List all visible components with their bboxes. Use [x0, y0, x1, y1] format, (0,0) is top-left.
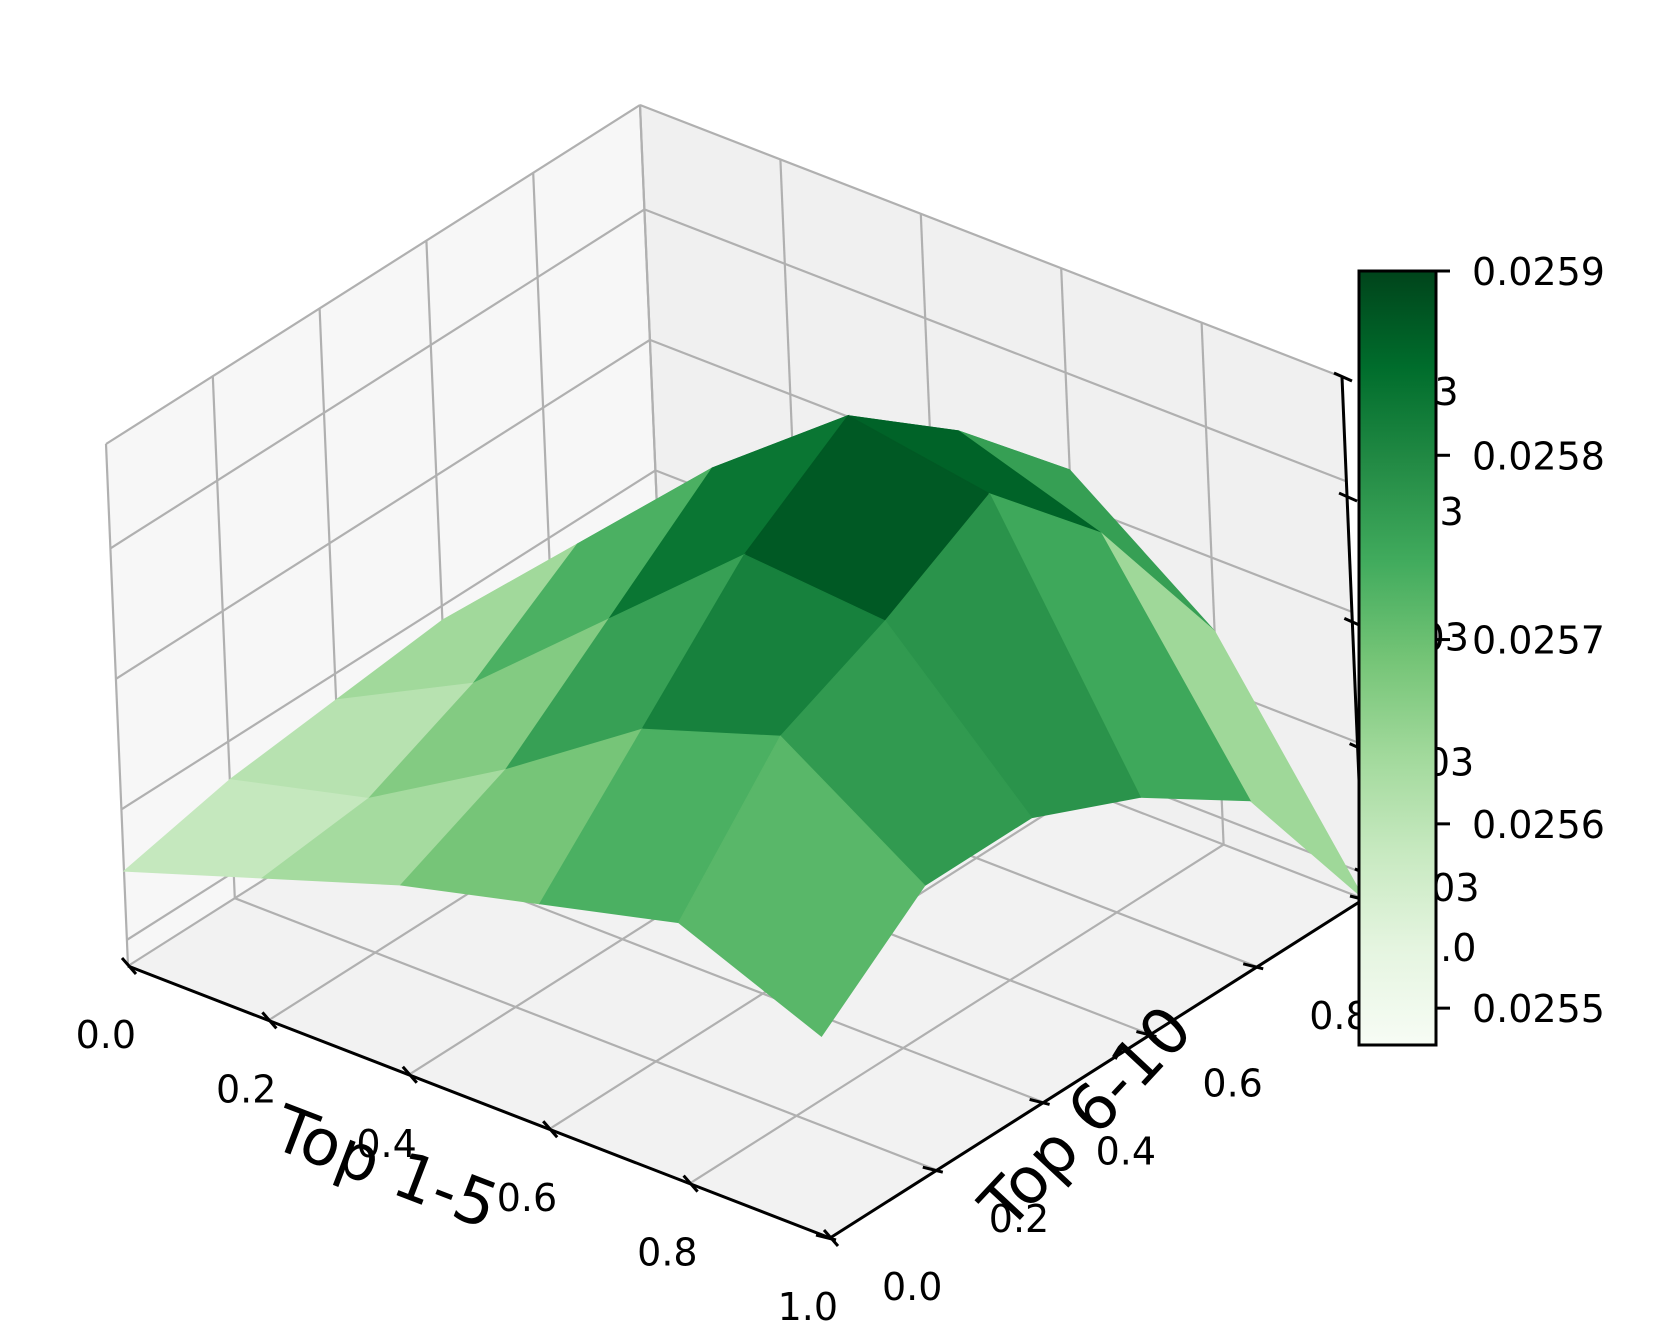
- x-tick: [682, 1174, 699, 1193]
- y-tick-label: 0.2: [989, 1197, 1049, 1241]
- y-tick: [815, 1233, 837, 1242]
- colorbar: 0.0255 0.0256 0.0257 0.0258 0.0259: [1357, 250, 1605, 1047]
- x-tick-label: 0.4: [356, 1122, 416, 1166]
- y-tick-label: 0.0: [882, 1265, 942, 1309]
- x-tick-label: 0.6: [497, 1176, 557, 1220]
- x-tick: [401, 1065, 418, 1084]
- y-tick: [922, 1165, 944, 1174]
- y-tick: [1242, 962, 1264, 971]
- floor-grid-x: [689, 843, 1225, 1185]
- back-grid-z: [639, 103, 1343, 379]
- colorbar-tick-label: 0.0257: [1472, 619, 1605, 663]
- left-grid-z: [115, 338, 651, 680]
- left-grid-z: [120, 469, 656, 811]
- back-grid-z: [644, 208, 1347, 483]
- left-grid-z: [105, 104, 641, 445]
- x-tick: [542, 1120, 559, 1139]
- floor-grid-y: [234, 897, 938, 1172]
- x-axis-line: [127, 964, 831, 1240]
- x-axis-title: Top 1-5: [263, 1092, 508, 1245]
- surface-facet: [677, 735, 926, 1038]
- x-tick-label: 1.0: [778, 1285, 838, 1329]
- x-tick: [261, 1011, 278, 1030]
- y-tick-label: 0.4: [1096, 1129, 1156, 1173]
- x-tick: [120, 957, 138, 975]
- y-axis-line: [829, 897, 1365, 1240]
- z-tick: [1333, 371, 1353, 383]
- y-tick: [1136, 1030, 1157, 1039]
- x-tick-label: 0.0: [76, 1013, 136, 1057]
- colorbar-tick-label: 0.0256: [1472, 803, 1605, 847]
- y-tick-label: 0.6: [1202, 1062, 1262, 1106]
- colorbar-tick-label: 0.0255: [1472, 987, 1605, 1031]
- colorbar-gradient: [1357, 269, 1438, 1047]
- colorbar-tick-label: 0.0258: [1472, 434, 1605, 478]
- left-grid-z: [109, 208, 645, 550]
- y-tick: [1029, 1097, 1050, 1106]
- colorbar-ticks: 0.0255 0.0256 0.0257 0.0258 0.0259: [1436, 250, 1605, 1031]
- z-tick: [1338, 491, 1358, 503]
- x-tick-label: 0.2: [216, 1067, 276, 1111]
- colorbar-tick-label: 0.0259: [1472, 250, 1605, 294]
- x-tick-label: 0.8: [637, 1231, 697, 1275]
- surface-plot: [122, 414, 1365, 1038]
- left-grid-y: [104, 443, 130, 967]
